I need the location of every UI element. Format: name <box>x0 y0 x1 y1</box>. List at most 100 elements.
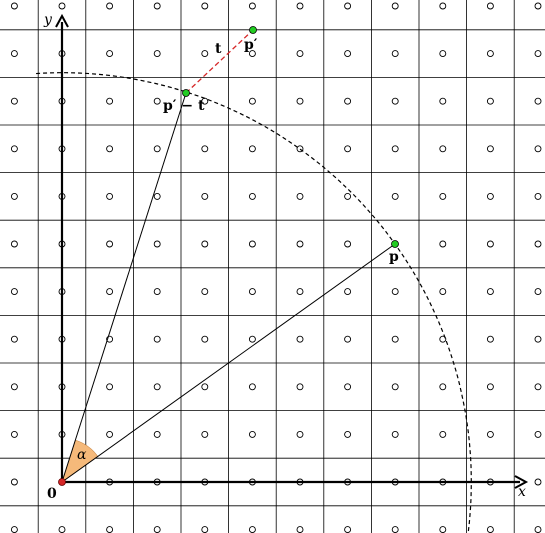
lattice-point <box>106 97 114 105</box>
lattice-point <box>10 2 18 10</box>
x-axis <box>62 475 529 489</box>
lattice-point <box>10 50 18 58</box>
y-axis-label: y <box>43 12 53 28</box>
lattice-point <box>534 383 542 391</box>
lattice-point <box>10 526 18 533</box>
lattice-point <box>201 50 209 58</box>
lattice-point <box>439 192 447 200</box>
lattice-point <box>344 192 352 200</box>
lattice-point <box>153 50 161 58</box>
lattice-point <box>391 50 399 58</box>
lattice-point <box>486 97 494 105</box>
lattice-point <box>296 240 304 248</box>
lattice-point <box>439 240 447 248</box>
lattice-point <box>248 50 256 58</box>
vector-t-label: t <box>215 41 222 57</box>
lattice-point <box>58 526 66 533</box>
lattice-point <box>534 97 542 105</box>
lattice-point <box>391 288 399 296</box>
lattice-point <box>439 430 447 438</box>
lattice-point <box>10 192 18 200</box>
rotation-arc <box>33 72 472 532</box>
lattice-point <box>391 192 399 200</box>
lattice-point <box>344 145 352 153</box>
lattice-point <box>296 288 304 296</box>
lattice-point <box>344 526 352 533</box>
lattice-point <box>344 335 352 343</box>
lattice-point <box>248 2 256 10</box>
lattice-point <box>439 50 447 58</box>
lattice-point <box>391 97 399 105</box>
lattice-point <box>10 335 18 343</box>
lattice-point <box>201 335 209 343</box>
lattice-point <box>534 145 542 153</box>
lattice-point <box>296 526 304 533</box>
lattice-point <box>248 430 256 438</box>
origin-label: 0 <box>47 486 57 502</box>
point-p-prime-minus-t-label: p′ − t <box>163 98 205 114</box>
lattice-point <box>534 335 542 343</box>
lattice-point <box>296 383 304 391</box>
lattice-point <box>534 478 542 486</box>
lattice-point <box>201 2 209 10</box>
lattice-point <box>201 430 209 438</box>
lattice-point <box>106 50 114 58</box>
lattice-point <box>10 288 18 296</box>
lattice-point <box>439 97 447 105</box>
lattice-point <box>201 240 209 248</box>
lattice-point <box>296 335 304 343</box>
lattice-point <box>10 145 18 153</box>
lattice-point <box>296 50 304 58</box>
lattice-point <box>534 2 542 10</box>
ray-to-p <box>61 243 396 483</box>
ray-to-p-prime-minus-t <box>61 92 187 483</box>
lattice-point <box>439 2 447 10</box>
x-axis-label: x <box>518 484 526 500</box>
lattice-point <box>296 192 304 200</box>
lattice-point <box>153 383 161 391</box>
lattice-point <box>439 288 447 296</box>
lattice-point <box>106 526 114 533</box>
lattice-point <box>486 383 494 391</box>
lattice-point <box>248 335 256 343</box>
lattice-point <box>296 97 304 105</box>
lattice-point <box>248 526 256 533</box>
lattice-point <box>106 192 114 200</box>
lattice-point <box>439 145 447 153</box>
lattice-point <box>391 335 399 343</box>
lattice-point <box>486 335 494 343</box>
lattice-point <box>248 145 256 153</box>
lattice-point <box>106 383 114 391</box>
lattice-point <box>106 145 114 153</box>
lattice-point <box>534 192 542 200</box>
point-p-prime-minus-t <box>182 89 190 97</box>
lattice-point <box>248 240 256 248</box>
lattice-point <box>201 383 209 391</box>
point-p-label: p <box>389 249 399 265</box>
lattice-point <box>344 383 352 391</box>
lattice-point <box>248 192 256 200</box>
lattice-point <box>153 430 161 438</box>
lattice-point <box>58 2 66 10</box>
lattice-point <box>106 430 114 438</box>
lattice-point <box>10 478 18 486</box>
lattice-point <box>201 288 209 296</box>
lattice-point <box>153 2 161 10</box>
lattice-point <box>344 288 352 296</box>
point-p <box>391 240 399 248</box>
lattice-point <box>534 50 542 58</box>
lattice-point <box>391 2 399 10</box>
lattice-point <box>439 335 447 343</box>
lattice-point <box>248 288 256 296</box>
y-axis <box>55 13 69 482</box>
lattice-point <box>391 145 399 153</box>
lattice-point <box>391 526 399 533</box>
lattice-point <box>10 383 18 391</box>
lattice-point <box>391 383 399 391</box>
lattice-point <box>344 430 352 438</box>
lattice-point <box>534 526 542 533</box>
lattice-point <box>10 97 18 105</box>
lattice-point <box>534 288 542 296</box>
lattice-point <box>153 192 161 200</box>
